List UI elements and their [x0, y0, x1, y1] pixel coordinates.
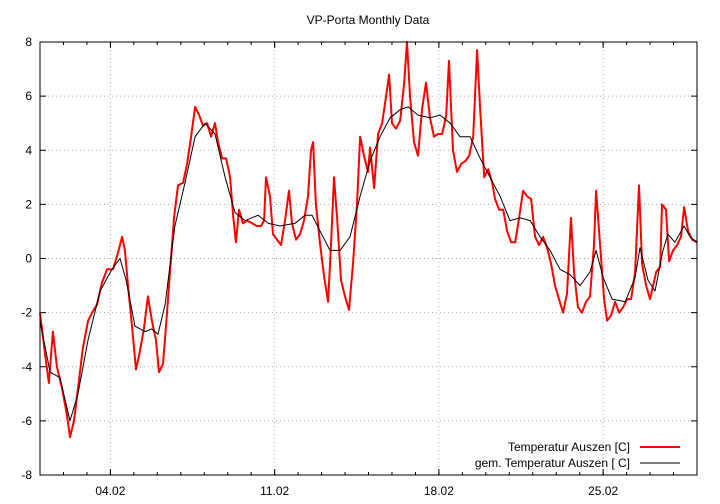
y-tick-label: -8: [21, 468, 32, 482]
plot-frame: [39, 41, 698, 476]
y-tick-label: 6: [25, 89, 32, 103]
y-tick-label: -2: [21, 306, 32, 320]
series-temperatur-auszen: [39, 41, 698, 439]
legend-label-temperatur: Temperatur Auszen [C]: [508, 440, 630, 454]
y-tick-label: 8: [25, 35, 32, 49]
y-tick-label: -6: [21, 414, 32, 428]
chart-title: VP-Porta Monthly Data: [307, 13, 430, 27]
legend: Temperatur Auszen [C] gem. Temperatur Au…: [475, 440, 680, 470]
y-tick-label: -4: [21, 360, 32, 374]
x-tick-label: 11.02: [260, 484, 289, 498]
y-tick-label: 2: [25, 197, 32, 211]
series-gem-temperatur-auszen: [39, 106, 698, 422]
y-tick-label: 4: [25, 143, 32, 157]
x-tick-label: 18.02: [424, 484, 454, 498]
y-tick-label: 0: [25, 252, 32, 266]
legend-label-gem-temperatur: gem. Temperatur Auszen [ C]: [475, 456, 630, 470]
x-tick-label: 25.02: [588, 484, 618, 498]
x-tick-label: 04.02: [95, 484, 125, 498]
series-group: [39, 41, 698, 439]
axis-ticks: -8 -6 -4 -2 0 2 4 6 8 04.02 11.02 18.02 25.02: [21, 35, 697, 498]
grid: [40, 42, 697, 475]
